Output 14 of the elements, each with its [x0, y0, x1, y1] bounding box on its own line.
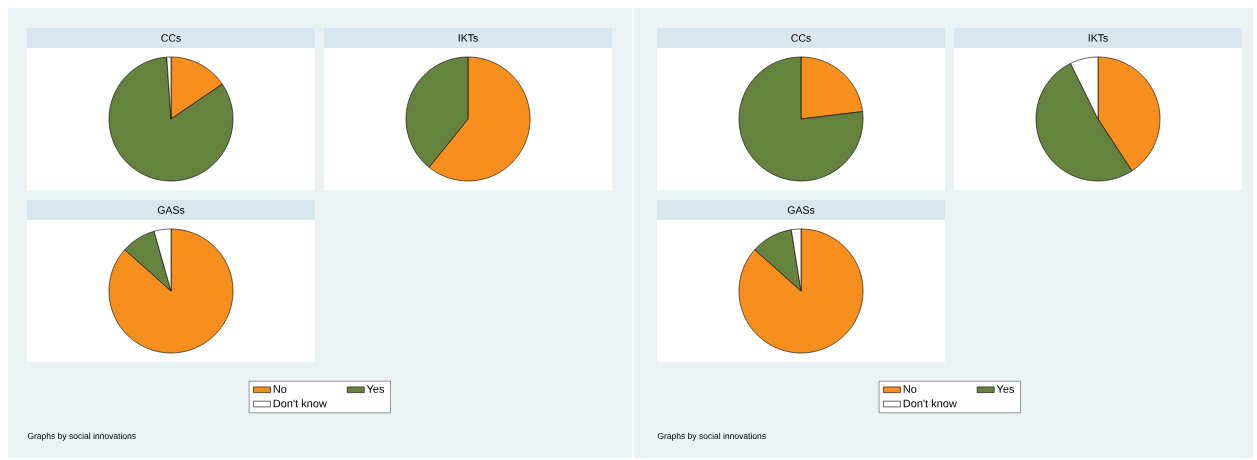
legend-label: Yes [996, 385, 1015, 393]
legend-label: No [903, 385, 917, 393]
chart-title: IKTs [458, 34, 478, 42]
legend-label: No [273, 385, 287, 393]
text: Graphs by social innovations [657, 432, 766, 441]
chart-title: GASs [787, 206, 815, 214]
legend-label: Don't know [903, 399, 957, 408]
legend-label: Don't know [273, 399, 327, 408]
legend-label: Yes [366, 385, 385, 393]
chart-title: CCs [161, 34, 181, 42]
chart-title: CCs [791, 34, 811, 42]
text: Graphs by social innovations [27, 432, 136, 441]
chart-title: IKTs [1088, 34, 1108, 42]
chart-title: GASs [157, 206, 185, 214]
